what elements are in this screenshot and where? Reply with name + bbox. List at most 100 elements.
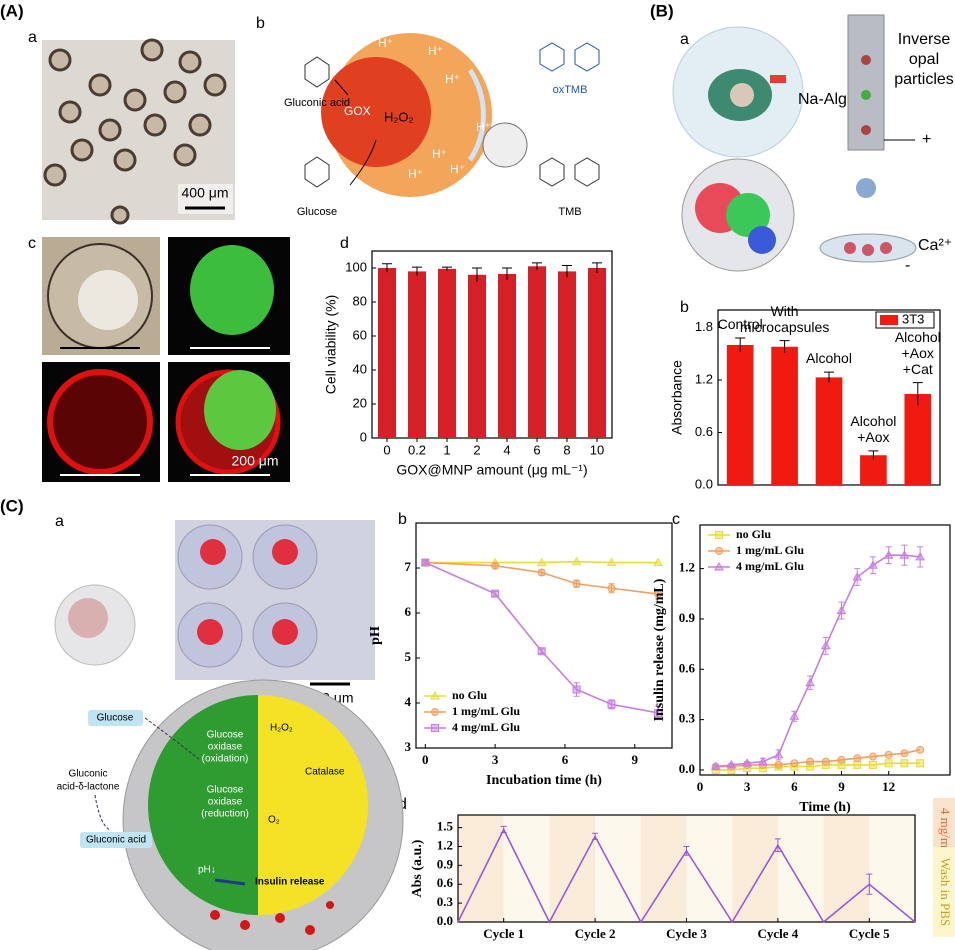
legend-label: 1 mg/mL Glu <box>452 704 520 718</box>
marker <box>606 557 617 567</box>
marker <box>899 550 910 559</box>
label: (reduction) <box>201 809 249 820</box>
line <box>425 560 659 564</box>
label: H⁺ <box>450 162 465 176</box>
x-tick-label: Cycle 2 <box>575 926 616 941</box>
side-box <box>933 847 955 937</box>
bar <box>468 274 486 438</box>
category-label: Alcohol +Aox <box>850 412 897 445</box>
bar <box>378 268 396 438</box>
y-tick-label: 1.2 <box>679 560 695 575</box>
marker <box>572 579 581 588</box>
micrograph: 400 μm <box>42 38 235 225</box>
line <box>425 561 659 595</box>
panel-label: (C) <box>0 496 24 515</box>
chart: 0.0 0.3 0.6 0.9 1.2 1.5 Abs (a.u.) Cycle 1 Cycle… <box>410 798 955 941</box>
marker <box>789 711 800 720</box>
marker <box>571 556 582 566</box>
y-tick-label: 0.0 <box>437 913 453 928</box>
marker <box>710 761 721 771</box>
label: H⁺ <box>428 44 443 58</box>
label: Gluconic acid <box>86 835 146 846</box>
label: Glucose <box>297 206 337 218</box>
legend-label: 1 mg/mL Glu <box>736 543 804 557</box>
label: pH↓ <box>198 865 216 876</box>
marker <box>852 572 863 581</box>
marker <box>607 584 616 593</box>
marker <box>715 531 723 539</box>
band <box>640 815 687 922</box>
x-tick-label: Cycle 4 <box>758 926 799 941</box>
error-bar <box>735 337 746 352</box>
y-tick-label: 1.5 <box>437 819 454 834</box>
marker <box>491 589 500 598</box>
error-bar <box>868 450 879 460</box>
bar <box>771 346 798 485</box>
scheme: GOX H₂O₂ H⁺ H⁺ H⁺ H⁺ H⁺ H⁺ H⁺ Gluconic a… <box>284 33 600 218</box>
panel-label: c <box>672 511 680 528</box>
y-tick-label: 20 <box>353 395 367 410</box>
panel-label: a <box>55 513 64 530</box>
fluorescence-images: 200 μm <box>42 237 290 482</box>
line <box>715 554 921 768</box>
y-tick-label: 60 <box>353 327 367 342</box>
x-axis-label: Incubation time (h) <box>486 773 602 788</box>
label: H⁺ <box>476 120 491 134</box>
y-tick-label: 0.3 <box>679 711 696 726</box>
marker <box>806 757 815 766</box>
label: oxidase <box>208 742 243 753</box>
y-tick-label: 0 <box>360 429 367 444</box>
x-tick-label: 3 <box>492 752 499 767</box>
bar <box>438 268 456 438</box>
marker <box>536 557 547 567</box>
marker <box>572 685 581 694</box>
panel-label: (A) <box>0 1 24 20</box>
marker <box>774 760 783 769</box>
x-tick-label: Cycle 3 <box>666 926 707 941</box>
bar <box>588 268 606 438</box>
marker <box>431 708 439 716</box>
y-axis-label: Absorbance <box>669 360 685 435</box>
label: GOX <box>344 104 371 118</box>
marker <box>868 760 877 769</box>
marker <box>607 700 616 709</box>
x-tick-label: Cycle 5 <box>849 926 890 941</box>
y-tick-label: 0.6 <box>679 660 696 675</box>
marker <box>820 640 831 650</box>
marker <box>916 745 925 754</box>
error-bar <box>824 371 834 383</box>
category-label: Alcohol +Aox +Cat <box>894 328 941 377</box>
error-bar <box>592 832 599 841</box>
category-label: Alcohol <box>806 350 852 367</box>
marker <box>883 550 894 559</box>
bar <box>815 377 843 485</box>
y-tick-label: 80 <box>353 293 367 308</box>
marker <box>654 708 663 717</box>
label: - <box>905 257 910 274</box>
x-axis-label: GOX@MNP amount (μg mL⁻¹) <box>396 462 587 478</box>
legend-label: 4 mg/mL Glu <box>736 559 804 573</box>
label: acid-δ-lactone <box>57 782 120 793</box>
panel-label: a <box>28 29 37 46</box>
marker <box>654 590 663 599</box>
x-tick-label: 12 <box>882 779 895 794</box>
bar <box>558 271 576 438</box>
marker <box>853 760 862 769</box>
error-bar <box>912 382 923 406</box>
scale-label: 400 μm <box>182 185 229 201</box>
x-tick-label: 8 <box>563 442 570 457</box>
panel-label: c <box>28 235 36 252</box>
y-axis-label: Cell viability (%) <box>323 295 339 395</box>
x-tick-label: 3 <box>744 779 751 794</box>
marker <box>836 605 847 615</box>
error-bar <box>500 825 507 834</box>
bar <box>408 271 426 438</box>
bar <box>726 345 754 485</box>
plot-frame <box>415 522 673 749</box>
y-axis-label: Abs (a.u.) <box>410 839 425 897</box>
marker <box>884 750 893 759</box>
legend-label: 3T3 <box>902 311 924 326</box>
label: + <box>922 131 931 148</box>
side-label: Wash in PBS <box>938 858 953 926</box>
